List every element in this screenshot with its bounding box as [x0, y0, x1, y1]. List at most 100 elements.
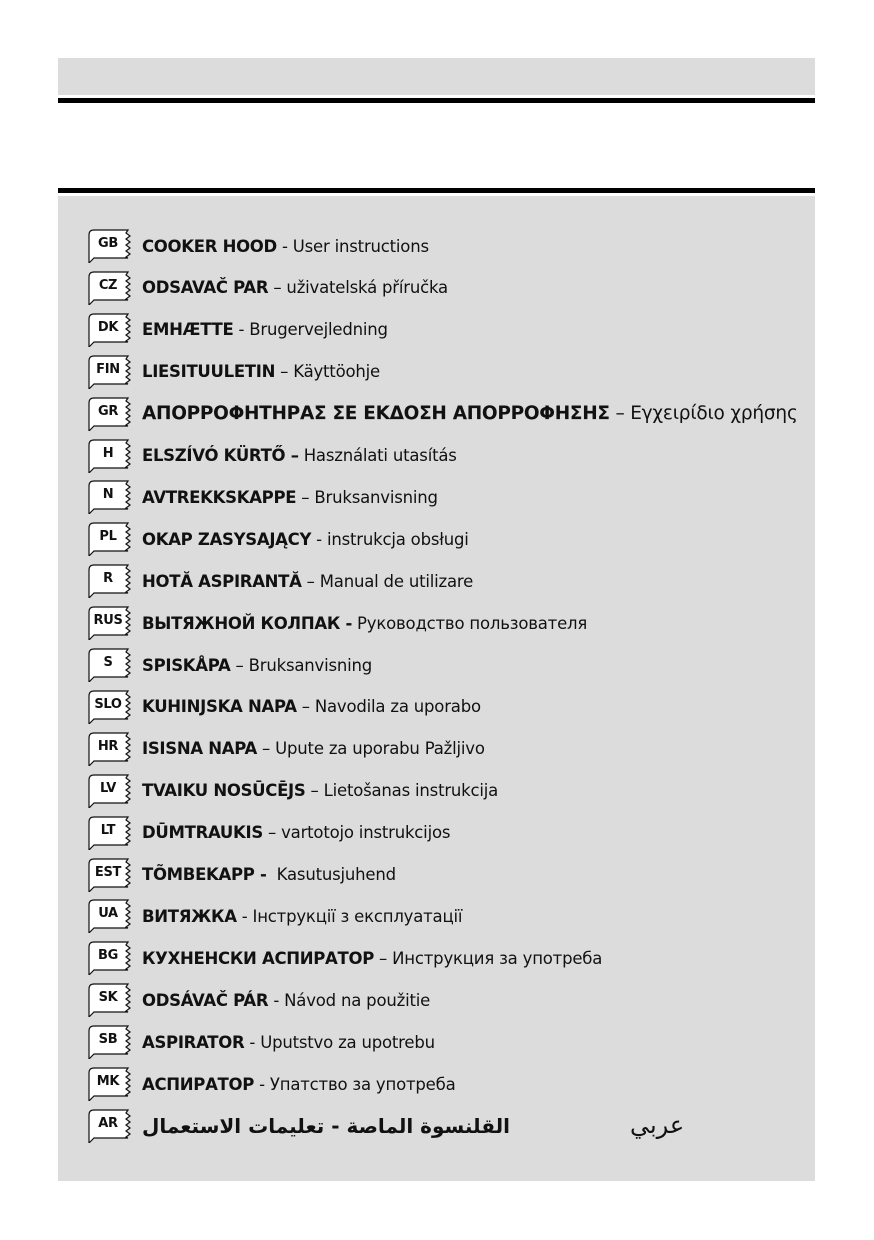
product-name: SPISKÅPA [142, 655, 231, 675]
product-name: ВИТЯЖКА [142, 906, 237, 926]
product-name: TVAIKU NOSŪCĒJS [142, 781, 306, 801]
language-entry-hr: HR ISISNA NAPA – Upute za uporabu Pažljiv… [88, 732, 485, 766]
language-entry-fin: FIN LIESITUULETIN – Käyttöohje [88, 355, 380, 389]
language-tab: GR [88, 396, 136, 431]
language-code: UA [98, 906, 118, 922]
product-name: EMHÆTTE [142, 320, 234, 340]
manual-title: - Інструкції з експлуатації [236, 906, 463, 926]
manual-title: – Εγχειρίδιο χρήσης [609, 403, 798, 425]
arabic-label: عربي [630, 1110, 685, 1139]
language-tab: LT [88, 815, 136, 850]
language-tab: RUS [88, 606, 136, 641]
language-tab: GB [88, 229, 136, 263]
entry-text: القلنسوة الماصة - تعليمات الاستعمال [142, 1113, 510, 1138]
product-name: DŪMTRAUKIS [142, 823, 263, 843]
language-tab: SLO [88, 690, 136, 724]
language-code: HR [97, 738, 119, 754]
language-tab: HR [88, 732, 136, 766]
language-entry-cz: CZ ODSAVAČ PAR – uživatelská příručka [88, 271, 448, 305]
language-code: CZ [98, 277, 118, 293]
language-entry-dk: DK EMHÆTTE - Brugervejledning [88, 313, 388, 347]
product-name: ELSZÍVÓ KÜRTŐ – [142, 446, 299, 465]
manual-title: – Bruksanvisning [230, 655, 373, 675]
manual-title: – uživatelská příručka [268, 278, 448, 298]
manual-title: – Navodila za uporabo [296, 697, 481, 717]
language-tab: PL [88, 522, 136, 557]
manual-title: – vartotojo instrukcijos [262, 823, 451, 843]
manual-title: Kasutusjuhend [266, 865, 396, 884]
language-entry-rus: RUS ВЫТЯЖНОЙ КОЛПАК - Руководство пользов… [88, 606, 588, 641]
language-code: DK [97, 319, 119, 335]
product-name: AVTREKKSKAPPE [142, 487, 297, 507]
language-code: RUS [93, 613, 123, 629]
language-tab: SB [88, 1025, 136, 1060]
manual-title: – Инструкция за употреба [374, 948, 603, 968]
language-code: S [103, 655, 113, 670]
language-entry-r: R HOTĂ ASPIRANTĂ – Manual de utilizare [88, 564, 474, 599]
language-code: N [102, 487, 114, 503]
language-entry-sk: SK ODSÁVAČ PÁR - Návod na použitie [88, 983, 431, 1018]
language-entry-s: S SPISKÅPA – Bruksanvisning [88, 648, 372, 682]
language-code: EST [94, 864, 122, 880]
manual-title: - Uputstvo za upotrebu [244, 1032, 435, 1052]
language-code: H [102, 445, 114, 461]
product-name: ISISNA NAPA [142, 739, 257, 759]
language-code: LT [100, 822, 116, 838]
product-name: ВЫТЯЖНОЙ КОЛПАК - [142, 613, 352, 633]
language-tab: AR [88, 1109, 136, 1143]
header-bar [58, 58, 815, 95]
product-name: КУХНЕНСКИ АСПИРАТОР [142, 948, 375, 968]
manual-title: – Upute za uporabu Pažljivo [257, 739, 485, 759]
language-code: SB [98, 1032, 118, 1048]
language-tab: R [88, 564, 136, 599]
language-tab: SK [88, 983, 136, 1018]
manual-title: – Bruksanvisning [296, 487, 438, 507]
manual-title: – Lietošanas instrukcija [305, 781, 499, 801]
manual-title: - instrukcja obsługi [311, 529, 469, 549]
product-name: ΑΠΟΡΡΟΦΗΤΗΡΑΣ ΣΕ ΕΚΔΟΣΗ ΑΠΟΡΡΟΦΗΣΗΣ [142, 403, 610, 425]
language-code: BG [98, 948, 118, 964]
language-code: LV [100, 780, 116, 796]
manual-title: Használati utasítás [298, 446, 457, 465]
language-entry-h: H ELSZÍVÓ KÜRTŐ – Használati utasítás [88, 438, 457, 473]
product-name: ASPIRATOR [142, 1032, 245, 1052]
divider-bottom [58, 188, 815, 193]
product-name: KUHINJSKA NAPA [142, 697, 297, 717]
language-entry-bg: BG КУХНЕНСКИ АСПИРАТОР – Инструкция за уп… [88, 941, 603, 976]
language-entry-lt: LT DŪMTRAUKIS – vartotojo instrukcijos [88, 815, 451, 850]
language-tab: EST [88, 857, 136, 892]
language-tab: FIN [88, 355, 136, 389]
language-entry-n: N AVTREKKSKAPPE – Bruksanvisning [88, 480, 438, 515]
product-name: ODSAVAČ PAR [142, 278, 269, 298]
product-name: TÕMBEKAPP - [142, 865, 267, 884]
language-tab: BG [88, 941, 136, 976]
product-name: COOKER HOOD [142, 236, 277, 256]
manual-title: - User instructions [276, 236, 429, 256]
language-tab: MK [88, 1067, 136, 1101]
language-entry-slo: SLO KUHINJSKA NAPA – Navodila za uporabo [88, 690, 481, 724]
language-tab: LV [88, 774, 136, 808]
manual-title: - Návod na použitie [268, 990, 431, 1010]
product-name: OKAP ZASYSAJĄCY [142, 529, 312, 549]
divider-top [58, 98, 815, 103]
language-code: R [103, 571, 113, 587]
manual-title: – Manual de utilizare [301, 571, 474, 591]
product-name: ODSÁVAČ PÁR [142, 990, 269, 1010]
language-code: AR [98, 1115, 118, 1131]
language-code: SK [98, 990, 118, 1006]
language-tab: H [88, 438, 136, 473]
manual-title: - Упатство за употреба [254, 1074, 456, 1094]
language-tab: CZ [88, 271, 136, 305]
language-tab: N [88, 480, 136, 515]
language-tab: S [88, 648, 136, 682]
language-entry-pl: PL OKAP ZASYSAJĄCY - instrukcja obsługi [88, 522, 469, 557]
manual-title: Руководство пользователя [352, 613, 588, 633]
language-entry-gb: GB COOKER HOOD - User instructions [88, 229, 429, 263]
product-name: АСПИРАТОР [142, 1074, 255, 1094]
language-entry-sb: SB ASPIRATOR - Uputstvo za upotrebu [88, 1025, 435, 1060]
language-code: GB [98, 236, 118, 251]
language-entry-ua: UA ВИТЯЖКА - Інструкції з експлуатації [88, 899, 463, 934]
language-panel [58, 196, 815, 1181]
language-code: GR [97, 403, 119, 419]
product-name: LIESITUULETIN [142, 362, 276, 382]
